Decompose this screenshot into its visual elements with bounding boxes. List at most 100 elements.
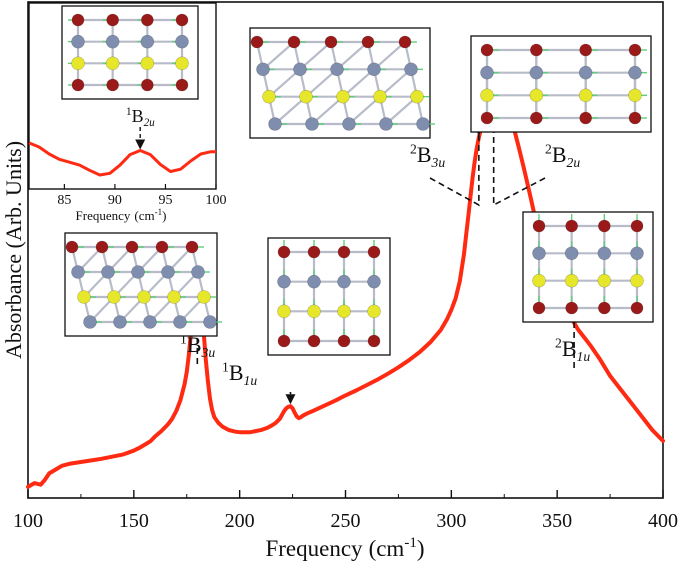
atom-oxygen (628, 43, 642, 57)
peak-arrow-head (285, 394, 296, 405)
atom-metal (175, 34, 189, 49)
molecule-bond (373, 41, 406, 71)
atom-oxygen (106, 78, 119, 92)
molecule-bond (299, 41, 332, 71)
atom-sulfur (532, 273, 546, 288)
x-tick-label: 200 (225, 510, 255, 532)
atom-metal (293, 62, 307, 77)
atom-sulfur (197, 290, 211, 304)
atom-oxygen (480, 111, 494, 125)
peak-label: 2B1u (555, 336, 590, 364)
atom-oxygen (532, 301, 546, 315)
atom-oxygen (565, 301, 578, 315)
atom-metal (305, 117, 319, 131)
atom-metal (143, 315, 157, 329)
x-tick-label: 400 (648, 510, 678, 532)
inset-x-axis-title: Frequency (cm-1) (76, 207, 167, 223)
atom-metal (140, 34, 155, 49)
atom-sulfur (480, 88, 494, 103)
molecule-bond (305, 68, 338, 98)
inset-peak-label: 1B2u (126, 106, 155, 129)
atom-oxygen (530, 111, 543, 125)
molecule-inset-b1u-low (267, 237, 391, 356)
atom-oxygen (598, 219, 611, 233)
atom-metal (630, 246, 644, 261)
inset-x-axis-unit-open: (cm (134, 208, 154, 223)
atom-oxygen (307, 334, 321, 348)
atom-metal (83, 315, 97, 329)
atom-oxygen (630, 301, 644, 315)
main-series-line (26, 93, 665, 489)
atom-sulfur (175, 56, 189, 71)
inset-x-tick-label: 85 (57, 193, 71, 208)
atom-oxygen (598, 301, 611, 315)
atom-sulfur (262, 89, 276, 104)
atom-sulfur (578, 88, 593, 103)
molecule-frame (470, 35, 652, 133)
inset-series-line (28, 141, 216, 177)
atom-oxygen (398, 35, 412, 49)
atom-metal (578, 65, 593, 80)
molecule-inset-b1u-high (522, 211, 654, 323)
atom-metal (191, 265, 205, 279)
atom-metal (101, 265, 115, 279)
inset-x-tick-label: 90 (108, 193, 122, 208)
atom-oxygen (141, 78, 154, 92)
atom-metal (268, 117, 282, 131)
atom-oxygen (106, 13, 119, 27)
x-tick-label: 150 (119, 510, 149, 532)
atom-metal (71, 34, 85, 49)
peak-label: 2B2u (545, 142, 580, 170)
atom-sulfur (77, 290, 91, 304)
molecule-bond (385, 95, 418, 125)
atom-metal (277, 274, 291, 289)
inset-x-axis-unit-sup: -1 (155, 207, 163, 217)
atom-sulfur (307, 304, 321, 319)
atom-metal (480, 65, 494, 80)
inset-x-tick-label: 95 (158, 193, 172, 208)
x-tick-label: 100 (13, 510, 43, 532)
atom-sulfur (367, 304, 381, 319)
atom-oxygen (65, 240, 79, 254)
y-axis-title: Absorbance (Arb. Units) (1, 141, 26, 359)
atom-metal (342, 117, 356, 131)
atom-sulfur (71, 56, 85, 71)
atom-metal (113, 315, 127, 329)
atom-metal (416, 117, 430, 131)
atom-oxygen (361, 35, 375, 49)
molecule-bond (268, 68, 301, 98)
atom-sulfur (597, 273, 612, 288)
atom-oxygen (579, 43, 592, 57)
atom-sulfur (137, 290, 151, 304)
molecule-frame (61, 5, 199, 100)
atom-oxygen (185, 240, 199, 254)
atom-oxygen (141, 13, 154, 27)
atom-sulfur (529, 88, 544, 103)
atom-oxygen (337, 334, 351, 348)
atom-oxygen (277, 334, 291, 348)
atom-sulfur (410, 89, 424, 104)
atom-oxygen (71, 78, 85, 92)
peak-label: 2B3u (410, 142, 445, 170)
atom-sulfur (277, 304, 291, 319)
atom-sulfur (105, 56, 120, 71)
atom-sulfur (337, 304, 351, 319)
atom-oxygen (175, 78, 189, 92)
molecule-frame (267, 237, 391, 356)
x-axis-unit-close: ) (417, 536, 425, 561)
atom-sulfur (140, 56, 155, 71)
atom-metal (330, 62, 344, 77)
atom-metal (105, 34, 120, 49)
atom-oxygen (579, 111, 592, 125)
atom-sulfur (564, 273, 579, 288)
atom-metal (161, 265, 175, 279)
atom-oxygen (337, 245, 351, 259)
atom-metal (131, 265, 145, 279)
x-tick-label: 300 (436, 510, 466, 532)
atom-metal (597, 246, 612, 261)
atom-sulfur (167, 290, 181, 304)
atom-sulfur (628, 88, 642, 103)
molecule-inset-b3u-low (64, 232, 222, 337)
atom-metal (529, 65, 544, 80)
x-tick-label: 250 (331, 510, 361, 532)
